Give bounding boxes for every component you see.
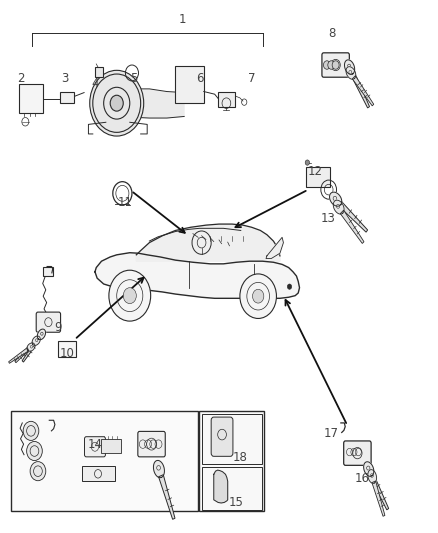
Bar <box>176 66 204 103</box>
Bar <box>306 167 330 187</box>
Bar <box>201 414 261 464</box>
Text: 7: 7 <box>248 72 255 85</box>
Circle shape <box>23 421 39 440</box>
Circle shape <box>109 270 151 321</box>
Polygon shape <box>214 470 228 503</box>
Text: 11: 11 <box>118 196 133 209</box>
FancyBboxPatch shape <box>138 431 165 457</box>
Circle shape <box>253 289 264 303</box>
Circle shape <box>110 95 123 111</box>
Circle shape <box>332 61 339 69</box>
Bar <box>11 411 198 512</box>
Text: 17: 17 <box>324 427 339 440</box>
Polygon shape <box>338 201 367 232</box>
Text: 9: 9 <box>54 321 62 334</box>
Polygon shape <box>95 253 300 298</box>
Bar <box>102 439 121 453</box>
Text: 13: 13 <box>320 212 335 225</box>
Polygon shape <box>15 342 35 363</box>
Polygon shape <box>9 348 29 364</box>
Polygon shape <box>333 200 344 214</box>
Text: 18: 18 <box>233 451 247 464</box>
Circle shape <box>305 160 310 165</box>
Circle shape <box>240 274 276 318</box>
FancyBboxPatch shape <box>322 53 350 77</box>
Text: 10: 10 <box>59 348 74 360</box>
Circle shape <box>30 462 46 481</box>
Circle shape <box>328 61 335 69</box>
Circle shape <box>90 70 144 136</box>
Bar <box>218 92 235 108</box>
Bar <box>43 266 53 276</box>
Text: 15: 15 <box>229 496 244 509</box>
Polygon shape <box>27 343 35 351</box>
Polygon shape <box>372 481 385 516</box>
FancyBboxPatch shape <box>36 312 60 332</box>
Bar <box>19 84 43 113</box>
Text: 12: 12 <box>307 165 322 177</box>
Circle shape <box>27 441 42 461</box>
Text: 5: 5 <box>131 72 138 85</box>
Bar <box>82 466 115 481</box>
Circle shape <box>323 61 330 69</box>
Text: 6: 6 <box>196 72 203 85</box>
Polygon shape <box>22 337 40 362</box>
Polygon shape <box>369 473 389 510</box>
Polygon shape <box>364 462 374 477</box>
Polygon shape <box>266 237 283 259</box>
Polygon shape <box>352 76 374 106</box>
Polygon shape <box>350 71 370 108</box>
Polygon shape <box>346 67 356 79</box>
Bar <box>199 411 264 512</box>
Polygon shape <box>153 461 164 478</box>
FancyBboxPatch shape <box>85 437 106 457</box>
Text: 8: 8 <box>328 27 336 39</box>
Bar <box>60 92 74 103</box>
Text: 3: 3 <box>61 72 68 85</box>
Text: 14: 14 <box>88 438 102 450</box>
Bar <box>201 467 261 511</box>
Bar <box>95 67 103 77</box>
FancyBboxPatch shape <box>211 417 233 456</box>
Text: 4: 4 <box>91 77 99 90</box>
Polygon shape <box>340 210 364 244</box>
FancyBboxPatch shape <box>344 441 371 465</box>
Polygon shape <box>345 60 355 75</box>
Polygon shape <box>32 336 40 345</box>
Polygon shape <box>368 470 377 483</box>
Circle shape <box>123 288 136 304</box>
Polygon shape <box>329 192 342 206</box>
Text: 1: 1 <box>178 13 186 27</box>
Text: 16: 16 <box>355 472 370 485</box>
Polygon shape <box>159 475 175 519</box>
Text: 2: 2 <box>17 72 25 85</box>
Polygon shape <box>136 224 280 261</box>
Bar <box>58 341 76 357</box>
Circle shape <box>287 284 292 289</box>
Polygon shape <box>37 329 46 340</box>
